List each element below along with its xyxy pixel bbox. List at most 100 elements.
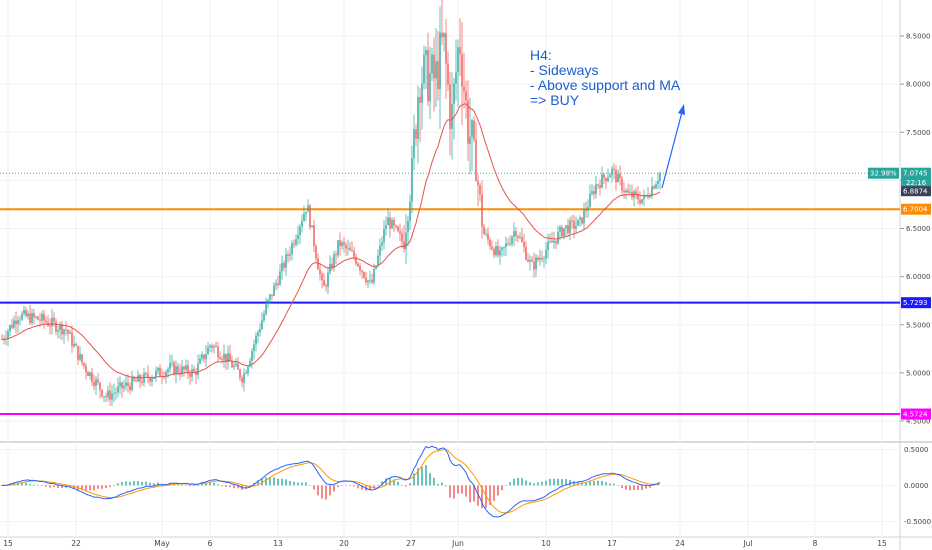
macd-hist-bar	[145, 481, 147, 486]
candle-body	[479, 185, 481, 195]
macd-hist-bar	[373, 485, 375, 489]
candle-body	[215, 346, 217, 347]
arrow-head-icon	[678, 104, 685, 115]
candle-body	[335, 254, 337, 256]
candle-body	[327, 272, 329, 287]
candle-body	[67, 330, 69, 334]
macd-hist-bar	[101, 485, 103, 489]
candle-body	[293, 243, 295, 245]
candle-body	[579, 217, 581, 220]
candle-body	[401, 233, 403, 242]
candle-body	[23, 310, 25, 314]
macd-hist-bar	[537, 482, 539, 486]
x-tick-label: 6	[208, 539, 213, 548]
candle-body	[461, 54, 463, 87]
macd-hist-bar	[217, 484, 219, 486]
macd-hist-bar	[25, 482, 27, 486]
macd-hist-bar	[613, 483, 615, 486]
macd-hist-bar	[389, 478, 391, 486]
y-tick-label: 4.5000	[906, 418, 931, 426]
macd-hist-bar	[269, 476, 271, 486]
candle-body	[317, 258, 319, 270]
candle-body	[309, 205, 311, 228]
candle-body	[165, 371, 167, 377]
macd-hist-bar	[569, 479, 571, 486]
macd-hist-bar	[97, 485, 99, 489]
candle-body	[547, 241, 549, 251]
candle-body	[255, 335, 257, 345]
candle-body	[283, 262, 285, 268]
candle-body	[223, 353, 225, 360]
candle-body	[637, 193, 639, 200]
candle-body	[337, 240, 339, 256]
candle-body	[235, 363, 237, 366]
candle-body	[53, 317, 55, 322]
candle-body	[381, 242, 383, 246]
candle-body	[151, 378, 153, 382]
candle-body	[361, 270, 363, 272]
candle-body	[455, 72, 457, 84]
candle-body	[345, 244, 347, 249]
macd-hist-bar	[481, 485, 483, 509]
candle-body	[485, 233, 487, 235]
ma-price-tag	[901, 186, 931, 197]
macd-hist-bar	[237, 485, 239, 489]
x-tick-label: 17	[607, 539, 617, 548]
candle-body	[587, 207, 589, 211]
candle-body	[573, 220, 575, 229]
candle-body	[311, 225, 313, 228]
candle-body	[319, 269, 321, 275]
x-tick-label: 24	[675, 539, 685, 548]
candle-body	[607, 177, 609, 182]
candle-body	[227, 353, 229, 363]
macd-hist-bar	[369, 485, 371, 491]
candle-body	[629, 191, 631, 193]
candle-body	[429, 73, 431, 102]
macd-hist-bar	[125, 481, 127, 486]
candle-body	[453, 83, 455, 105]
candle-body	[103, 396, 105, 398]
macd-hist-bar	[349, 485, 351, 486]
macd-hist-bar	[297, 482, 299, 486]
y-tick-label: 5.0000	[906, 369, 931, 377]
candle-body	[281, 262, 283, 272]
candle-body	[233, 365, 235, 368]
candle-body	[489, 239, 491, 247]
y-tick-label: 6.0000	[906, 273, 931, 281]
macd-hist-bar	[549, 478, 551, 486]
candle-body	[131, 377, 133, 391]
candle-body	[99, 382, 101, 390]
macd-hist-bar	[133, 481, 135, 486]
candle-body	[657, 180, 659, 185]
macd-hist-bar	[333, 485, 335, 492]
macd-hist-bar	[497, 485, 499, 496]
candle-body	[589, 193, 591, 208]
candle-body	[17, 320, 19, 325]
candle-body	[7, 331, 9, 339]
macd-hist-bar	[525, 480, 527, 486]
macd-line	[2, 445, 661, 518]
candle-body	[647, 195, 649, 198]
candle-body	[501, 247, 503, 251]
candle-body	[169, 363, 171, 370]
time-axis[interactable]: 15 22 May 6 13 20 27 Jun 10 17 24 Jul 8 15	[3, 539, 887, 548]
candle-body	[81, 354, 83, 363]
last-price-label: 7.0745	[903, 170, 928, 178]
macd-hist-bar	[81, 485, 83, 491]
note-line-2: - Sideways	[530, 62, 598, 78]
price-axis[interactable]: 8.50008.00007.50007.00006.50006.00005.50…	[900, 33, 931, 526]
candle-body	[421, 83, 423, 103]
candle-body	[339, 240, 341, 247]
candle-body	[577, 219, 579, 226]
candle-body	[287, 254, 289, 256]
candle-body	[641, 199, 643, 204]
candle-body	[407, 220, 409, 233]
candle-body	[529, 260, 531, 262]
candle-body	[217, 346, 219, 358]
macd-hist-bar	[561, 478, 563, 486]
macd-hist-bar	[281, 478, 283, 486]
main-pane[interactable]	[0, 0, 900, 440]
candle-body	[593, 191, 595, 195]
